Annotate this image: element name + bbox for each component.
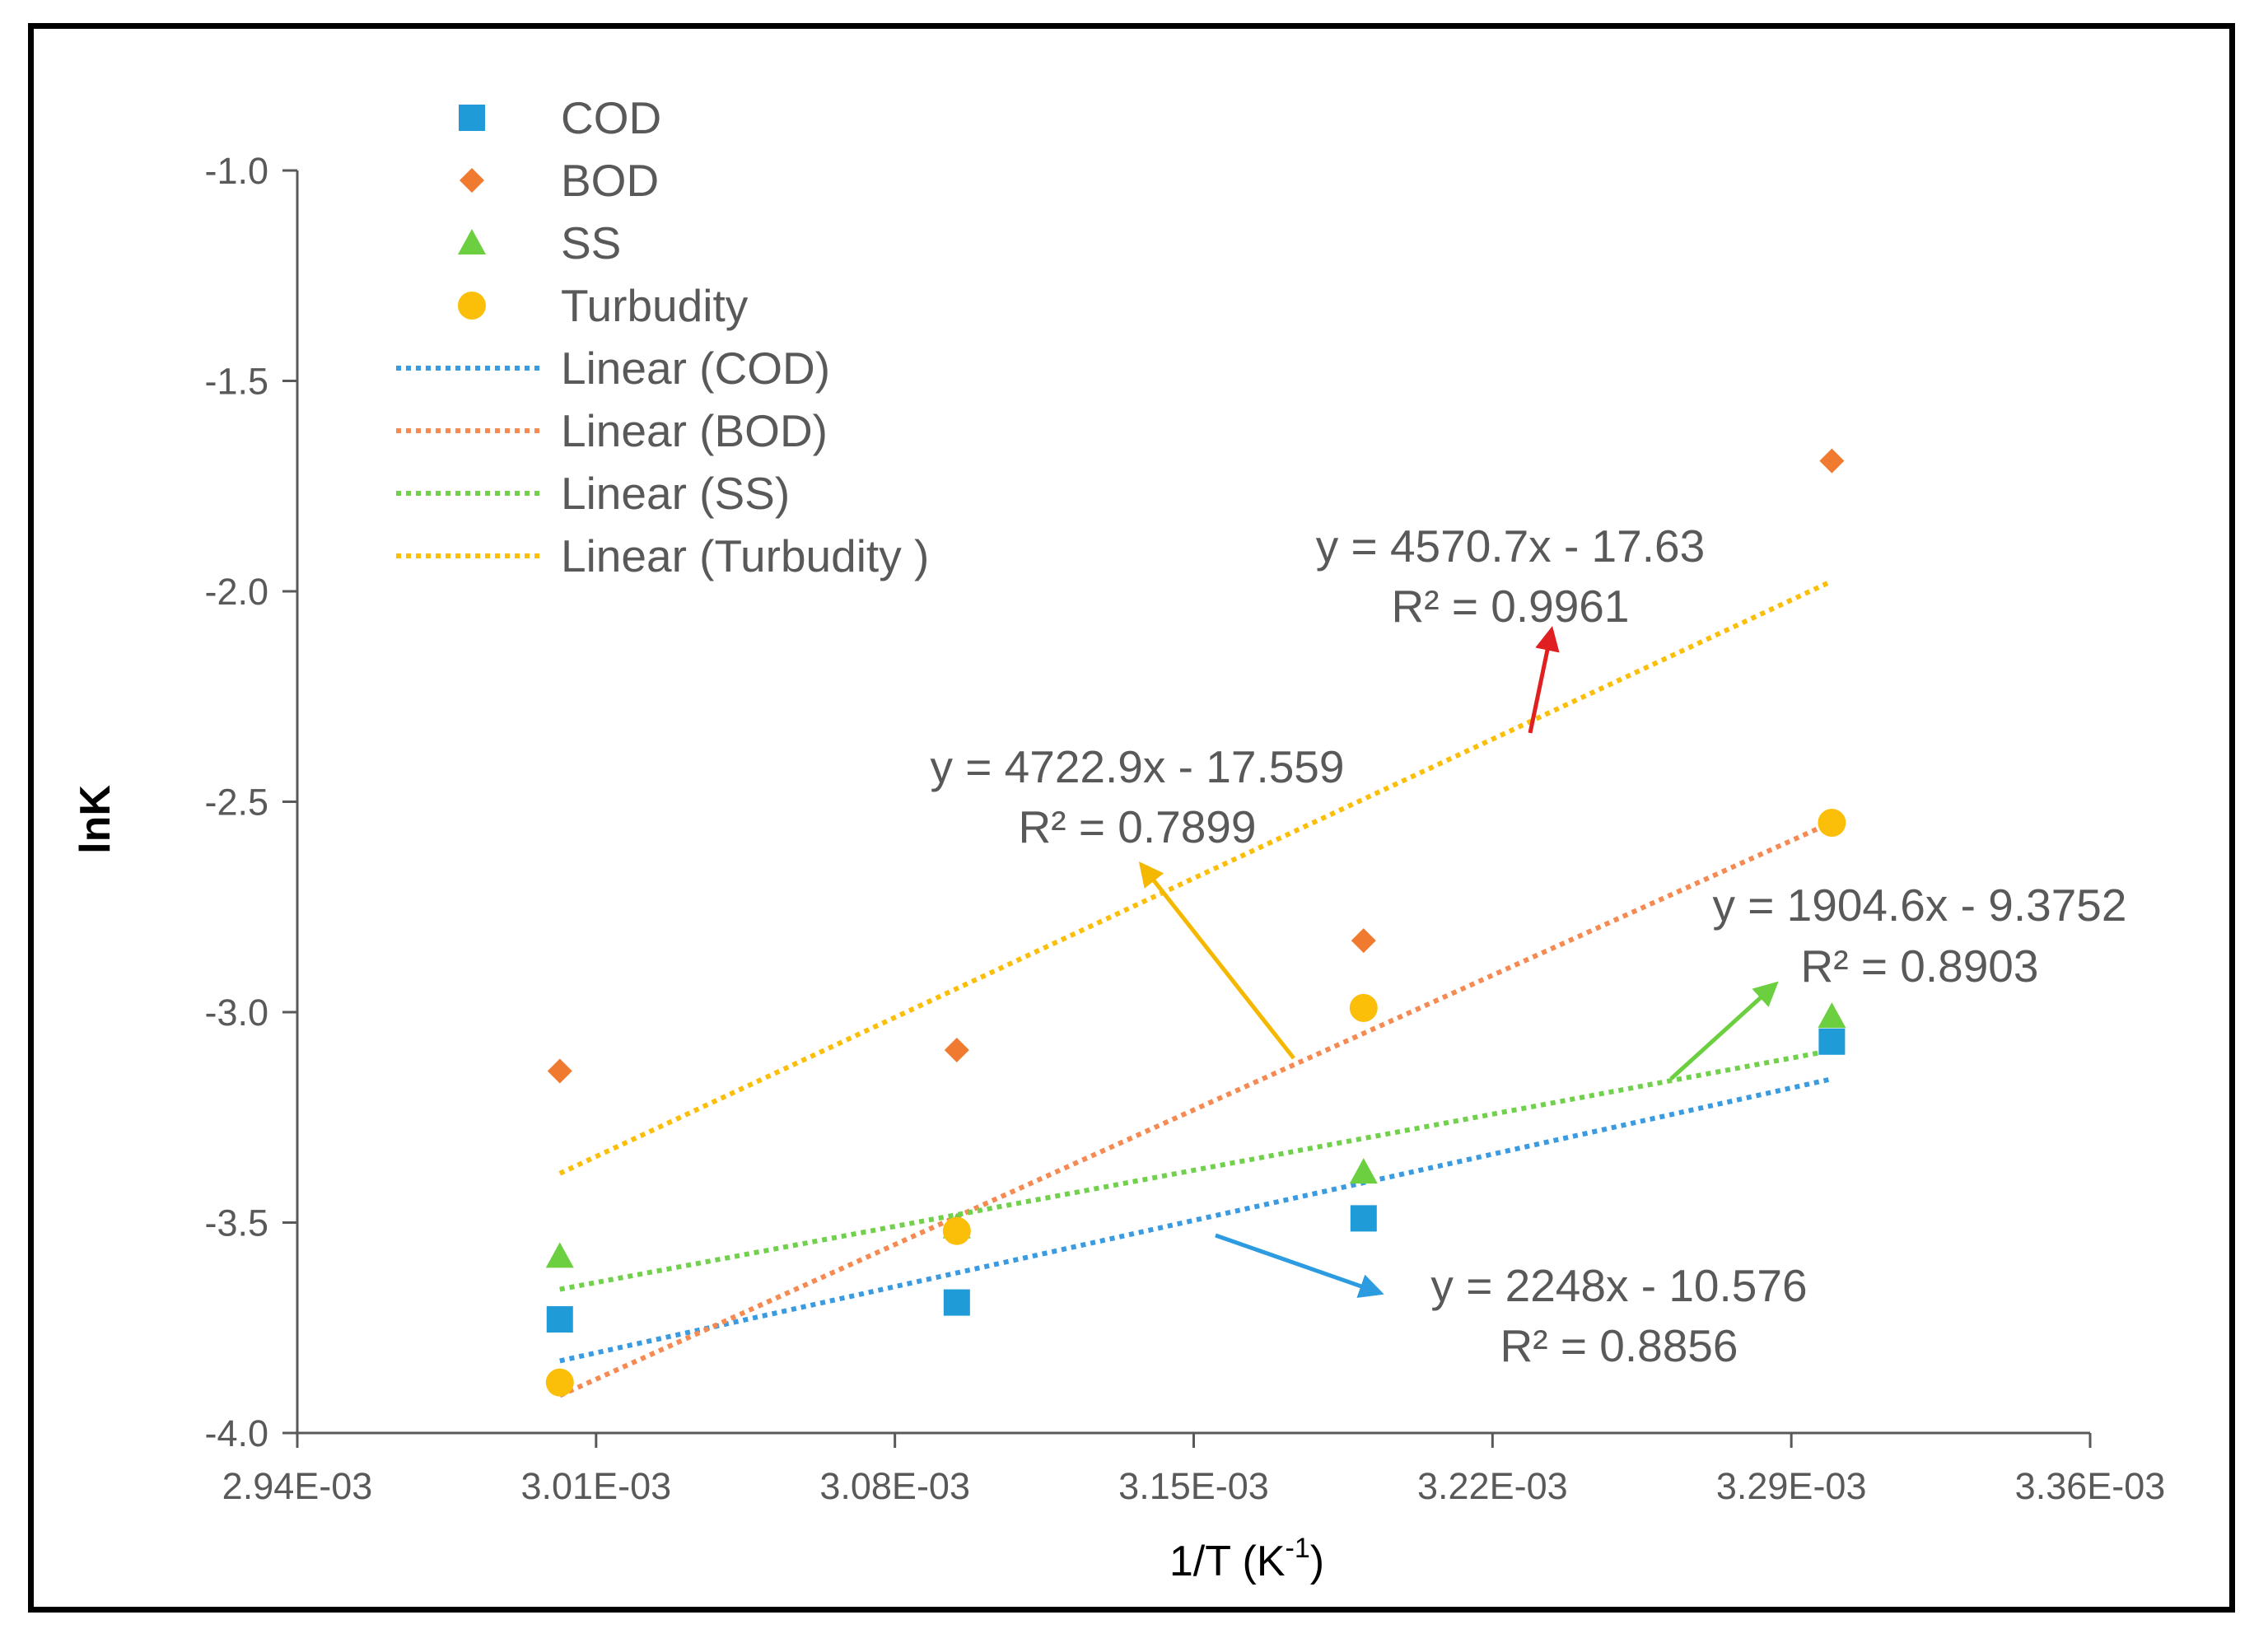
ss-point	[1818, 1002, 1846, 1029]
legend-label-linear-ss: Linear (SS)	[561, 468, 790, 519]
bod-point	[1351, 928, 1376, 954]
y-tick-label: -2.5	[204, 782, 268, 824]
cod-arrow	[1215, 1233, 1384, 1298]
x-tick-label: 3.36E-03	[2015, 1465, 2166, 1507]
chart-frame: 2.94E-03 3.01E-03 3.08E-03 3.15E-03 3.22E-03…	[28, 23, 2235, 1613]
x-tick-label: 3.29E-03	[1716, 1465, 1867, 1507]
legend-label-cod: COD	[561, 92, 661, 143]
cod-point	[546, 1306, 573, 1333]
legend-marker-turbudity	[458, 292, 486, 320]
x-axis-ticks: 2.94E-03 3.01E-03 3.08E-03 3.15E-03 3.22E-03…	[222, 1433, 2166, 1507]
ss-r2: R² = 0.8903	[1801, 941, 2039, 992]
legend-label-turbudity: Turbudity	[561, 280, 749, 331]
y-tick-label: -3.5	[204, 1202, 268, 1244]
ss-arrow	[1669, 981, 1779, 1081]
cod-point	[943, 1289, 970, 1316]
x-tick-label: 3.01E-03	[521, 1465, 672, 1507]
equation-labels: y = 4570.7x - 17.63 R² = 0.9961 y = 4722…	[930, 520, 2126, 1371]
bod-point	[944, 1037, 969, 1062]
data-points	[545, 448, 1846, 1397]
turbudity-arrow	[1138, 861, 1295, 1060]
legend-label-ss: SS	[561, 217, 621, 268]
ss-equation: y = 1904.6x - 9.3752	[1712, 880, 2126, 931]
turbudity-equation: y = 4722.9x - 17.559	[930, 741, 1344, 792]
trendlines	[558, 578, 1833, 1398]
legend-marker-bod	[460, 168, 484, 193]
legend-marker-ss	[458, 229, 486, 254]
x-tick-label: 2.94E-03	[222, 1465, 373, 1507]
turbudity-point	[545, 1368, 574, 1397]
bod-r2: R² = 0.9961	[1392, 581, 1630, 632]
y-axis-title: lnK	[72, 785, 119, 854]
bod-point	[547, 1058, 572, 1084]
turbudity-point	[1818, 809, 1846, 838]
bod-equation: y = 4570.7x - 17.63	[1316, 520, 1705, 572]
legend-marker-cod	[459, 105, 485, 131]
x-tick-label: 3.15E-03	[1118, 1465, 1269, 1507]
chart: 2.94E-03 3.01E-03 3.08E-03 3.15E-03 3.22E-03…	[72, 92, 2166, 1585]
bod-arrow	[1528, 626, 1560, 734]
cod-point	[1350, 1205, 1377, 1232]
cod-point	[1818, 1028, 1846, 1055]
cod-r2: R² = 0.8856	[1500, 1320, 1738, 1371]
annotation-arrows	[1138, 626, 1779, 1298]
cod-equation: y = 2248x - 10.576	[1430, 1260, 1807, 1311]
turbudity-point	[1349, 993, 1378, 1022]
y-axis-ticks: -1.0 -1.5 -2.0 -2.5 -3.0 -3.5 -4.0	[204, 150, 297, 1454]
ss-point	[545, 1242, 574, 1268]
y-tick-label: -4.0	[204, 1412, 268, 1454]
legend: COD BOD SS Turbudity Linear (COD) Linear (BOD…	[396, 92, 929, 581]
ss-point	[1349, 1158, 1378, 1184]
x-tick-label: 3.22E-03	[1417, 1465, 1568, 1507]
turbudity-point	[942, 1216, 971, 1245]
bod-point	[1819, 448, 1845, 474]
legend-label-linear-turbudity: Linear (Turbudity )	[561, 530, 929, 581]
trendline-linear-ss	[559, 1048, 1832, 1292]
x-tick-label: 3.08E-03	[819, 1465, 970, 1507]
legend-label-linear-cod: Linear (COD)	[561, 343, 830, 394]
y-tick-label: -1.0	[204, 150, 268, 192]
trendline-linear-turbudity	[558, 578, 1833, 1176]
y-tick-label: -2.0	[204, 571, 268, 613]
legend-label-linear-bod: Linear (BOD)	[561, 405, 828, 456]
y-tick-label: -1.5	[204, 361, 268, 403]
trendline-linear-cod	[559, 1076, 1833, 1364]
y-tick-label: -3.0	[204, 992, 268, 1034]
x-axis-title: 1/T (K-1)	[1169, 1533, 1324, 1585]
turbudity-r2: R² = 0.7899	[1019, 801, 1257, 852]
legend-label-bod: BOD	[561, 155, 659, 206]
